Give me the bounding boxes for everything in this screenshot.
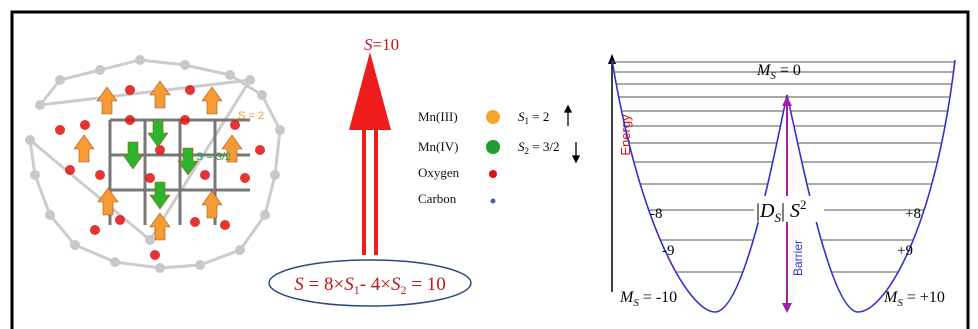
bond: [60, 70, 100, 80]
carbon-swatch: [491, 199, 496, 204]
mn4-arrow: [150, 182, 170, 209]
s1-label: S1 = 2: [518, 109, 549, 126]
mn3-arrow: [202, 87, 222, 114]
oxygen-atom: [150, 250, 160, 260]
bond: [265, 175, 275, 215]
oxygen-atom: [180, 115, 190, 125]
oxygen-atom: [125, 115, 135, 125]
carbon-atom: [45, 210, 55, 220]
carbon-atom: [55, 75, 65, 85]
legend-label: Oxygen: [418, 165, 460, 180]
barrier-term: |DS| S2: [756, 197, 806, 225]
mn4-spin-label: S = 3/2: [196, 151, 231, 163]
carbon-atom: [110, 257, 120, 267]
bond: [115, 262, 160, 268]
double-well: [612, 60, 955, 312]
molecule: [25, 55, 285, 273]
carbon-atom: [195, 260, 205, 270]
carbon-atom: [95, 65, 105, 75]
mn3-arrow: [202, 191, 222, 218]
legend-label: Mn(III): [418, 109, 458, 124]
bond: [100, 60, 140, 70]
oxygen-atom: [220, 220, 230, 230]
oxygen-atom: [200, 170, 210, 180]
energy-axis: [608, 54, 616, 292]
oxygen-atom: [240, 173, 250, 183]
total-spin-arrow: [349, 52, 391, 255]
bond: [160, 265, 200, 268]
oxygen-atom: [255, 145, 265, 155]
oxygen-atom: [125, 85, 135, 95]
carbon-atom: [25, 135, 35, 145]
oxygen-atom: [115, 215, 125, 225]
bond: [262, 95, 280, 130]
mn3-arrow: [97, 87, 117, 114]
carbon-atom: [180, 60, 190, 70]
legend-label: Mn(IV): [418, 139, 458, 154]
oxygen-atom: [145, 173, 155, 183]
mn4-arrow: [148, 120, 168, 147]
legend-label: Carbon: [418, 191, 457, 206]
oxygen-atom: [155, 145, 165, 155]
carbon-atom: [245, 75, 255, 85]
carbon-atom: [275, 125, 285, 135]
level-label: -9: [662, 243, 675, 259]
s2-label: S2 = 3/2: [518, 139, 559, 156]
frame: [12, 12, 968, 329]
level-label: +9: [897, 243, 913, 259]
mn3-swatch: [486, 110, 500, 124]
oxygen-atom: [55, 125, 65, 135]
oxygen-atom: [185, 85, 195, 95]
mn3-arrow: [150, 81, 170, 108]
carbon-atom: [270, 170, 280, 180]
total-spin-label: S=10: [364, 35, 399, 54]
bond: [240, 215, 265, 250]
level-label: -8: [650, 206, 663, 222]
bottom-label: MS = +10: [883, 289, 945, 309]
carbon-atom: [155, 263, 165, 273]
barrier-label: Barrier: [791, 240, 805, 276]
energy-levels: [600, 62, 970, 272]
bond: [140, 60, 185, 65]
carbon-atom: [225, 70, 235, 80]
carbon-atom: [70, 240, 80, 250]
carbon-atom: [235, 245, 245, 255]
oxygen-atom: [65, 165, 75, 175]
top-label: MS = 0: [756, 62, 801, 82]
bond: [185, 65, 230, 75]
oxygen-atom: [80, 120, 90, 130]
mn3-spin-label: S = 2: [238, 110, 264, 122]
mn4-arrow: [123, 142, 143, 169]
carbon-atom: [257, 90, 267, 100]
carbon-atom: [135, 55, 145, 65]
bond: [35, 175, 50, 215]
oxygen-swatch: [489, 170, 497, 178]
equation: S = 8×S1- 4×S2 = 10: [294, 274, 445, 297]
bond: [200, 250, 240, 265]
bond: [50, 215, 75, 245]
spin-arrows: [565, 106, 579, 162]
mn4-swatch: [486, 140, 500, 154]
figure: S = 2 S = 3/2 S=10 S = 8×S1- 4×S2 = 10 M…: [0, 0, 978, 329]
level-label: +8: [905, 206, 921, 222]
oxygen-atom: [190, 217, 200, 227]
bottom-label: MS = -10: [619, 289, 677, 309]
carbon-atom: [260, 210, 270, 220]
oxygen-atom: [95, 170, 105, 180]
carbon-atom: [145, 235, 155, 245]
mn3-arrow: [74, 135, 94, 162]
bond: [275, 130, 280, 175]
carbon-atom: [30, 170, 40, 180]
oxygen-atom: [90, 225, 100, 235]
bond: [75, 245, 115, 262]
